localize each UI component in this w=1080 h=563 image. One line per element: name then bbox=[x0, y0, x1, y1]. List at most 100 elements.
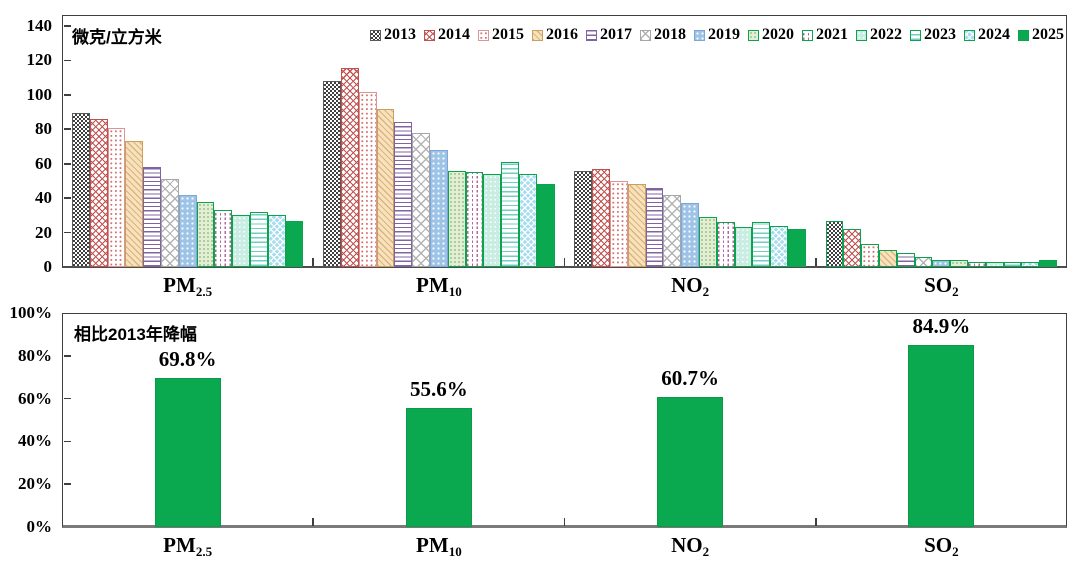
bar-2018-pm10 bbox=[412, 132, 430, 267]
legend-label-2025: 2025 bbox=[1032, 26, 1064, 43]
y-tick-upper-100 bbox=[63, 94, 71, 96]
y-axis-label-lower-20: 20% bbox=[18, 474, 52, 494]
bar-2014-pm10 bbox=[340, 67, 359, 267]
lower-plot-area bbox=[62, 313, 1067, 528]
category-label-lower-pm10: PM10 bbox=[416, 533, 462, 559]
bar-2024-pm25 bbox=[267, 214, 286, 267]
bar-2018-pm25 bbox=[160, 179, 179, 267]
decline-bar-pm25 bbox=[154, 377, 221, 527]
legend-swatch-2022 bbox=[856, 29, 867, 41]
legend-label-2022: 2022 bbox=[870, 26, 902, 43]
bar-2015-pm10 bbox=[358, 92, 377, 267]
bar-2023-pm25 bbox=[249, 211, 268, 267]
legend-swatch-2017 bbox=[586, 29, 597, 41]
bar-2021-no2 bbox=[716, 222, 735, 267]
bar-2017-no2 bbox=[645, 187, 664, 267]
legend-label-2023: 2023 bbox=[924, 26, 956, 43]
bar-2022-pm25 bbox=[232, 215, 250, 267]
decline-bar-so2 bbox=[908, 345, 975, 527]
legend-item-2023: 2023 bbox=[910, 26, 956, 44]
bar-2016-no2 bbox=[627, 184, 646, 267]
y-tick-upper-20 bbox=[63, 231, 71, 234]
legend-item-2013: 2013 bbox=[370, 26, 416, 44]
bar-2017-pm10 bbox=[394, 122, 413, 267]
legend-swatch-2020 bbox=[748, 29, 759, 41]
legend-label-2020: 2020 bbox=[762, 26, 794, 43]
legend: 2013 2014 2015 2016 2017 2018 2019 2020 2021 2022… bbox=[370, 26, 1064, 44]
legend-item-2020: 2020 bbox=[748, 26, 794, 44]
bar-2025-so2 bbox=[1039, 260, 1058, 267]
category-label-upper-no2: NO2 bbox=[671, 273, 710, 299]
legend-label-2021: 2021 bbox=[816, 26, 848, 43]
lower-chart-title: 相比2013年降幅 bbox=[74, 325, 197, 344]
bar-2017-pm25 bbox=[143, 167, 161, 267]
legend-item-2015: 2015 bbox=[478, 26, 524, 44]
x-tick-upper-1 bbox=[312, 258, 315, 266]
bar-2017-so2 bbox=[896, 253, 915, 267]
bar-2023-pm10 bbox=[501, 162, 519, 267]
bar-2021-pm25 bbox=[214, 210, 233, 267]
y-axis-label-upper-140: 140 bbox=[26, 16, 53, 35]
category-label-upper-pm25: PM2.5 bbox=[163, 273, 213, 299]
bar-2014-pm25 bbox=[89, 119, 108, 267]
y-axis-label-upper-0: 0 bbox=[43, 257, 53, 276]
decline-value-no2: 60.7% bbox=[661, 366, 719, 391]
y-axis-label-lower-80: 80% bbox=[18, 345, 52, 365]
legend-item-2017: 2017 bbox=[586, 26, 632, 44]
decline-value-pm10: 55.6% bbox=[410, 377, 468, 402]
decline-bar-no2 bbox=[657, 397, 724, 527]
x-tick-lower-1 bbox=[312, 518, 315, 526]
y-axis-label-upper-120: 120 bbox=[26, 50, 53, 70]
y-tick-upper-80 bbox=[63, 128, 71, 131]
legend-swatch-2024 bbox=[964, 29, 975, 41]
y-tick-upper-60 bbox=[63, 162, 71, 165]
y-tick-lower-80 bbox=[63, 355, 71, 357]
bar-2015-so2 bbox=[861, 243, 880, 267]
bar-2014-so2 bbox=[843, 229, 862, 267]
legend-item-2018: 2018 bbox=[640, 26, 686, 44]
y-axis-label-lower-100: 100% bbox=[9, 303, 53, 322]
y-tick-upper-40 bbox=[63, 197, 71, 199]
y-axis-label-upper-80: 80 bbox=[35, 119, 52, 139]
bar-2018-no2 bbox=[663, 194, 682, 267]
bar-group-so2 bbox=[816, 15, 1067, 267]
legend-item-2014: 2014 bbox=[424, 26, 470, 44]
legend-item-2019: 2019 bbox=[694, 26, 740, 44]
legend-label-2015: 2015 bbox=[492, 26, 524, 43]
legend-swatch-2021 bbox=[802, 29, 813, 41]
legend-swatch-2018 bbox=[640, 29, 651, 41]
bar-2023-no2 bbox=[752, 222, 771, 267]
bar-2013-pm10 bbox=[323, 80, 341, 267]
y-tick-upper-140 bbox=[63, 25, 71, 27]
legend-swatch-2014 bbox=[424, 29, 435, 41]
decline-bar-pm10 bbox=[405, 408, 472, 527]
x-tick-upper-3 bbox=[814, 258, 817, 266]
bar-group-no2 bbox=[565, 15, 816, 267]
y-axis-label-lower-60: 60% bbox=[18, 388, 52, 408]
bar-2020-pm10 bbox=[447, 170, 466, 267]
legend-item-2016: 2016 bbox=[532, 26, 578, 44]
bar-2018-so2 bbox=[914, 256, 933, 267]
legend-label-2024: 2024 bbox=[978, 26, 1010, 43]
category-label-lower-pm25: PM2.5 bbox=[163, 533, 213, 559]
x-tick-upper-2 bbox=[563, 258, 566, 266]
y-axis-label-upper-20: 20 bbox=[35, 222, 52, 242]
bar-2025-no2 bbox=[788, 229, 806, 267]
legend-item-2021: 2021 bbox=[802, 26, 848, 44]
legend-item-2024: 2024 bbox=[964, 26, 1010, 44]
bar-2016-pm10 bbox=[376, 108, 395, 267]
legend-label-2017: 2017 bbox=[600, 26, 632, 43]
bar-2022-pm10 bbox=[483, 174, 502, 267]
legend-item-2022: 2022 bbox=[856, 26, 902, 44]
legend-label-2019: 2019 bbox=[708, 26, 740, 43]
legend-label-2018: 2018 bbox=[654, 26, 686, 43]
bar-2022-no2 bbox=[734, 227, 753, 267]
y-axis-label-lower-0: 0% bbox=[26, 517, 53, 536]
x-tick-lower-2 bbox=[563, 518, 566, 526]
bar-2020-so2 bbox=[950, 260, 969, 267]
y-axis-label-upper-100: 100 bbox=[26, 84, 53, 104]
x-tick-lower-3 bbox=[814, 518, 817, 526]
y-tick-lower-60 bbox=[63, 397, 71, 400]
bar-2020-no2 bbox=[699, 217, 717, 267]
